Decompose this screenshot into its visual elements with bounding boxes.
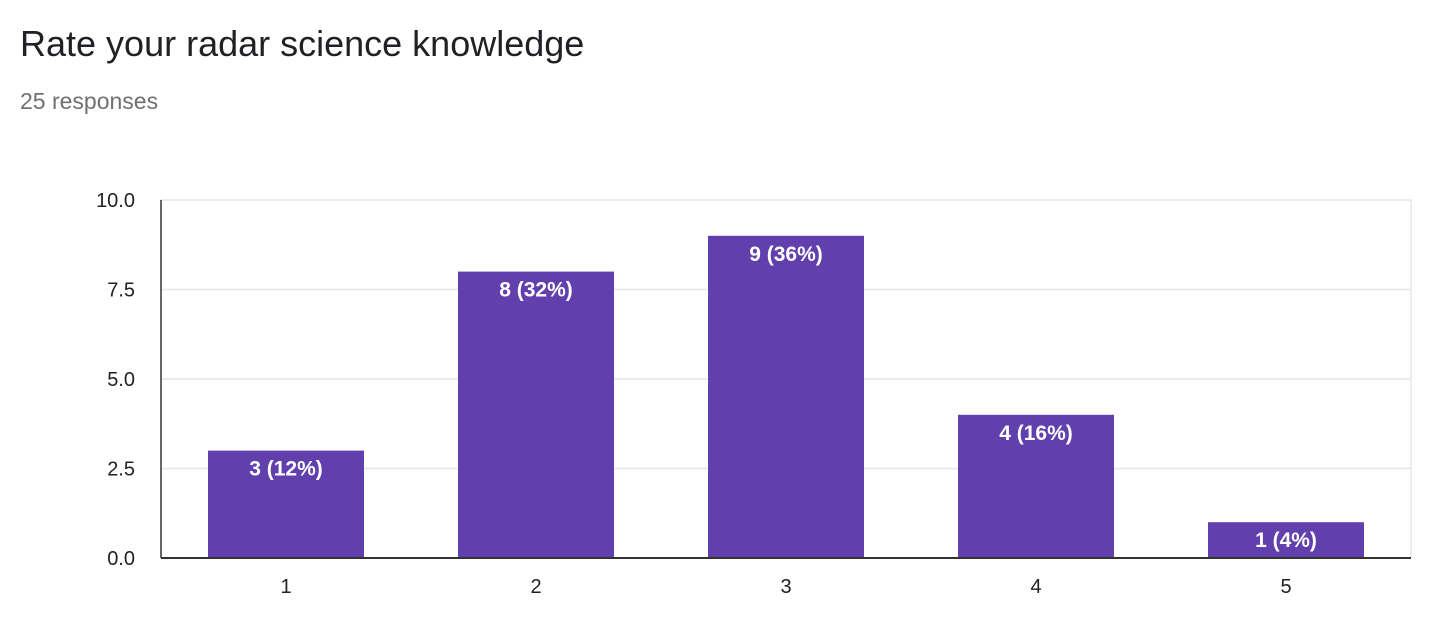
data-label: 4 (16%) (999, 422, 1073, 445)
x-tick-label: 4 (1030, 576, 1041, 598)
bar-2 (458, 271, 614, 558)
y-tick-label: 10.0 (96, 190, 135, 212)
data-label: 9 (36%) (749, 243, 823, 266)
data-label: 1 (4%) (1255, 529, 1317, 552)
labels: 0.0 2.5 5.0 7.5 10.0 3 (12%) 1 8 (32%) 2 9 (36%) 3… (96, 190, 1317, 598)
x-tick-label: 5 (1280, 576, 1291, 598)
y-tick-label: 7.5 (107, 280, 135, 302)
bar-4 (958, 414, 1114, 558)
x-tick-label: 3 (780, 576, 791, 598)
response-count: 25 responses (20, 88, 159, 114)
bar-3 (708, 235, 864, 559)
bar-5 (1208, 522, 1364, 558)
data-label: 8 (32%) (499, 279, 573, 302)
x-tick-label: 2 (530, 576, 541, 598)
data-label: 3 (12%) (249, 458, 323, 481)
y-tick-label: 0.0 (107, 548, 135, 570)
axes (160, 200, 1411, 559)
bars (208, 235, 1364, 559)
chart-title: Rate your radar science knowledge (20, 23, 585, 64)
y-tick-label: 5.0 (107, 369, 135, 391)
bar-1 (208, 450, 364, 558)
y-tick-label: 2.5 (107, 459, 135, 481)
x-tick-label: 1 (280, 576, 291, 598)
